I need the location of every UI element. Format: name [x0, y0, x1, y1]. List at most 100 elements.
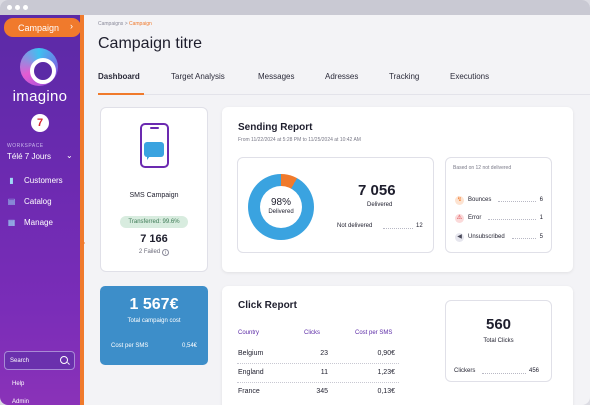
- tab-tracking[interactable]: Tracking: [389, 72, 420, 81]
- window-dot[interactable]: [7, 5, 12, 10]
- sidebar-item-catalog[interactable]: ▤ Catalog: [7, 194, 52, 208]
- help-link[interactable]: Help: [12, 381, 25, 387]
- chat-bubble-icon: [144, 142, 164, 160]
- dotted-leader: [498, 201, 536, 202]
- sms-campaign-card: SMS Campaign Transferred: 99.6% 7 166 2 …: [100, 107, 208, 272]
- workspace-label: WORKSPACE: [7, 143, 44, 149]
- delivered-value: 7 056: [358, 182, 396, 199]
- tabs-divider: [98, 94, 590, 95]
- warning-icon: ⚠: [455, 213, 464, 223]
- not-delivered-label: Not delivered: [337, 223, 373, 229]
- breakdown-title: Based on 12 not delivered: [453, 165, 512, 171]
- cell-cost: 0,90€: [377, 350, 395, 357]
- breakdown-row-error: ⚠ Error 1: [455, 213, 543, 223]
- campaign-switcher-label: Campaign: [18, 22, 60, 33]
- sms-campaign-title: SMS Campaign: [129, 192, 179, 199]
- transferred-badge: Transferred: 99.6%: [120, 216, 188, 228]
- cell-cost: 0,13€: [377, 388, 395, 395]
- cost-per-sms-label: Cost per SMS: [111, 343, 149, 349]
- sending-report-period: From 11/22/2024 at 5:28 PM to 11/25/2024…: [238, 137, 361, 143]
- brand-name: imagino: [12, 88, 68, 105]
- window-titlebar: [0, 0, 590, 15]
- cell-cost: 1,23€: [377, 369, 395, 376]
- sms-count: 7 166: [140, 233, 168, 245]
- dotted-leader: [482, 373, 526, 374]
- sidebar-item-customers[interactable]: ▮ Customers: [7, 173, 63, 187]
- breakdown-value: 6: [539, 197, 543, 203]
- window-dot[interactable]: [23, 5, 28, 10]
- sending-report-title: Sending Report: [238, 122, 313, 133]
- admin-link[interactable]: Admin: [12, 399, 30, 405]
- tab-dashboard[interactable]: Dashboard: [98, 72, 140, 81]
- window-dot[interactable]: [15, 5, 20, 10]
- manage-icon: ▦: [7, 217, 16, 227]
- sidebar-edge: [80, 15, 84, 405]
- breakdown-value: 5: [539, 234, 543, 240]
- total-cost-label: Total campaign cost: [127, 318, 181, 324]
- total-clicks-value: 560: [485, 316, 512, 333]
- search-placeholder: Search: [10, 357, 30, 364]
- total-clicks-label: Total Clicks: [483, 338, 514, 344]
- phone-message-icon: [140, 123, 169, 168]
- tab-executions[interactable]: Executions: [450, 72, 490, 81]
- total-cost-value: 1 567€: [129, 296, 179, 313]
- cost-per-sms-value: 0,54€: [181, 343, 197, 349]
- tab-adresses[interactable]: Adresses: [325, 72, 359, 81]
- breadcrumb-campaigns[interactable]: Campaigns: [98, 21, 124, 27]
- click-report-title: Click Report: [238, 300, 297, 311]
- workspace-logo: 7: [31, 114, 49, 132]
- total-clicks-panel: [445, 300, 552, 382]
- delivery-donut-chart: [248, 174, 314, 240]
- tab-messages[interactable]: Messages: [258, 72, 295, 81]
- unsubscribe-icon: ◀: [455, 232, 464, 242]
- row-divider: [237, 382, 399, 383]
- tab-target-analysis[interactable]: Target Analysis: [171, 72, 225, 81]
- logo-icon: [20, 48, 58, 86]
- chevron-right-icon: ›: [70, 21, 73, 31]
- failed-count: 2 Failed i: [101, 249, 207, 256]
- info-icon[interactable]: i: [162, 249, 170, 256]
- page-title: Campaign titre: [98, 35, 203, 52]
- search-icon: [60, 356, 68, 364]
- not-delivered-value: 12: [416, 223, 423, 229]
- sidebar-item-label: Catalog: [24, 196, 52, 206]
- breakdown-value: 1: [539, 215, 543, 221]
- donut-percent: 98%: [270, 197, 291, 208]
- chevron-down-icon[interactable]: ⌄: [66, 151, 73, 160]
- collapse-arrow-icon[interactable]: [80, 238, 85, 248]
- dotted-leader: [512, 238, 536, 239]
- catalog-icon: ▤: [7, 196, 16, 206]
- cell-country: Belgium: [238, 350, 264, 357]
- dotted-leader: [488, 219, 536, 220]
- workspace-selector[interactable]: Télé 7 Jours: [7, 152, 52, 161]
- breadcrumb: Campaigns > Campaign: [98, 21, 152, 27]
- cost-per-sms-row: Cost per SMS 0,54€: [111, 343, 197, 349]
- cell-country: England: [238, 369, 264, 376]
- campaign-switcher[interactable]: Campaign ›: [4, 18, 81, 37]
- row-divider: [237, 363, 399, 364]
- clickers-label: Clickers: [454, 368, 476, 374]
- cell-country: France: [238, 388, 260, 395]
- donut-label: Delivered: [268, 209, 294, 215]
- delivered-label: Delivered: [367, 202, 393, 208]
- sidebar-item-manage[interactable]: ▦ Manage: [7, 215, 53, 229]
- phone-notch: [150, 127, 159, 129]
- customers-icon: ▮: [9, 175, 14, 185]
- not-delivered-breakdown-panel: [445, 157, 552, 253]
- sidebar-search-input[interactable]: Search: [4, 351, 75, 370]
- column-header-country[interactable]: Country: [238, 330, 260, 336]
- active-tab-indicator: [98, 93, 144, 95]
- clickers-value: 456: [529, 368, 540, 374]
- breadcrumb-separator: >: [124, 21, 128, 27]
- column-header-clicks[interactable]: Clicks: [304, 330, 320, 336]
- column-header-cost[interactable]: Cost per SMS: [355, 330, 393, 336]
- failed-count-label: 2 Failed: [138, 249, 161, 255]
- cell-clicks: 345: [316, 388, 328, 395]
- sidebar-item-label: Customers: [24, 175, 63, 185]
- breakdown-label: Error: [468, 215, 482, 221]
- breakdown-row-bounces: ↯ Bounces 6: [455, 195, 543, 205]
- total-cost-card: 1 567€ Total campaign cost Cost per SMS …: [100, 286, 208, 365]
- dotted-leader: [383, 228, 413, 229]
- bounce-icon: ↯: [455, 195, 464, 205]
